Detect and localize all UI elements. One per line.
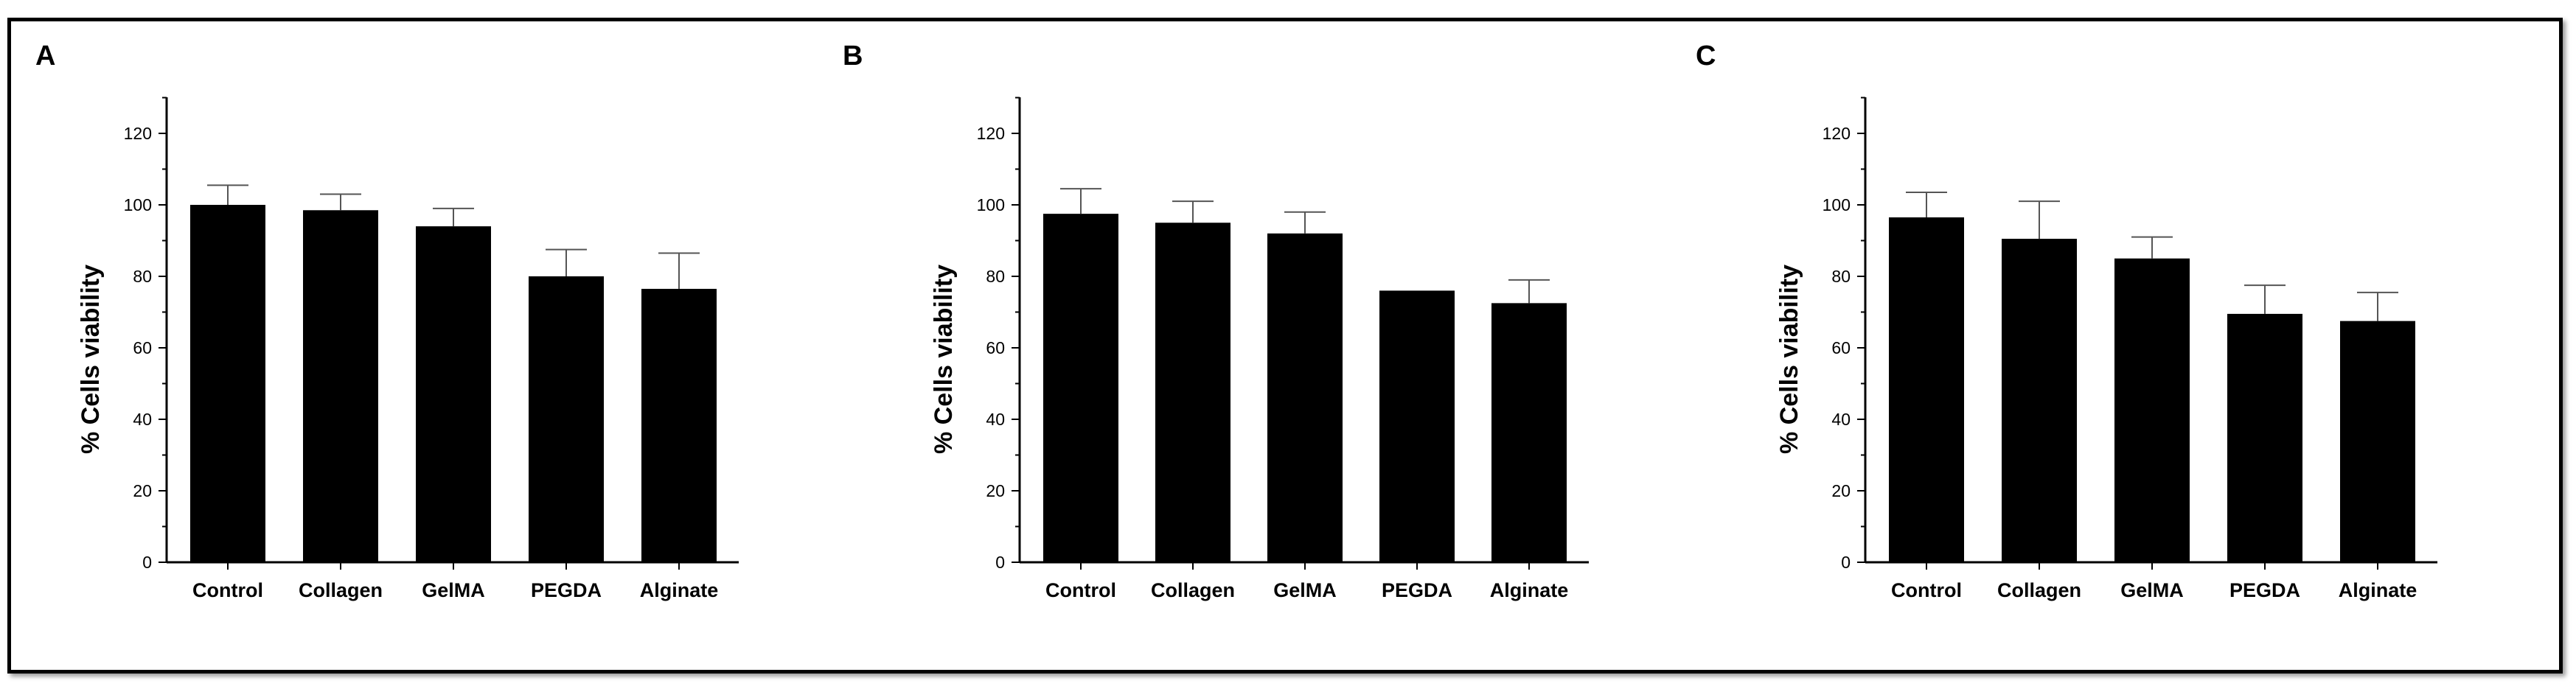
bar-collagen [1155, 223, 1230, 562]
x-tick-label: Alginate [640, 579, 719, 601]
y-tick-label: 120 [977, 124, 1005, 143]
x-tick-label: Control [192, 579, 263, 601]
y-tick-label: 0 [995, 553, 1005, 572]
y-tick-label: 0 [1841, 553, 1851, 572]
y-tick-label: 40 [986, 410, 1005, 429]
y-tick-label: 60 [986, 338, 1005, 357]
y-tick-label: 20 [986, 481, 1005, 500]
bar-alginate [2340, 321, 2415, 562]
x-tick-label: GelMA [422, 579, 485, 601]
y-tick-label: 80 [133, 267, 152, 286]
figure-frame [7, 18, 2563, 674]
x-tick-label: PEGDA [2229, 579, 2300, 601]
bar-alginate [1491, 303, 1567, 562]
bar-alginate [641, 288, 717, 562]
y-tick-label: 60 [133, 338, 152, 357]
y-tick-label: 100 [1823, 195, 1851, 214]
bar-gelma [416, 226, 491, 562]
y-tick-label: 40 [1831, 410, 1851, 429]
bar-collagen [2002, 239, 2077, 562]
y-tick-label: 40 [133, 410, 152, 429]
x-tick-label: PEGDA [531, 579, 602, 601]
y-tick-label: 20 [1831, 481, 1851, 500]
panel-label: A [35, 41, 55, 71]
bar-gelma [2114, 258, 2190, 562]
panel-label: C [1696, 41, 1716, 71]
x-tick-label: Collagen [1151, 579, 1235, 601]
bar-pegda [1379, 290, 1455, 562]
bar-control [190, 205, 265, 562]
x-tick-label: Alginate [1490, 579, 1569, 601]
bar-gelma [1267, 233, 1343, 562]
bar-control [1043, 214, 1118, 562]
y-tick-label: 80 [1831, 267, 1851, 286]
x-tick-label: GelMA [2120, 579, 2184, 601]
chart-panel-c: C 0 20 40 60 80 100 120 % Cells viability Control… [1696, 41, 2437, 601]
x-tick-label: Control [1891, 579, 1962, 601]
x-tick-label: Alginate [2339, 579, 2417, 601]
y-tick-label: 80 [986, 267, 1005, 286]
x-tick-label: Collagen [1997, 579, 2081, 601]
bar-pegda [529, 276, 604, 562]
chart-panel-a: A 0 20 40 60 80 100 120 % Cells viability Control… [35, 41, 739, 601]
y-tick-label: 100 [977, 195, 1005, 214]
y-axis-title: % Cells viability [1775, 265, 1803, 454]
y-axis-title: % Cells viability [930, 265, 958, 454]
bar-pegda [2227, 313, 2302, 562]
chart-panel-b: B 0 20 40 60 80 100 120 % Cells viability Control… [843, 41, 1589, 601]
x-tick-label: Control [1045, 579, 1116, 601]
x-tick-label: Collagen [299, 579, 383, 601]
bar-collagen [303, 210, 378, 562]
y-axis-title: % Cells viability [77, 265, 105, 454]
y-tick-label: 120 [124, 124, 152, 143]
y-tick-label: 100 [124, 195, 152, 214]
bar-control [1889, 217, 1964, 562]
y-tick-label: 20 [133, 481, 152, 500]
x-tick-label: PEGDA [1382, 579, 1452, 601]
y-tick-label: 0 [142, 553, 152, 572]
y-tick-label: 120 [1823, 124, 1851, 143]
panel-label: B [843, 41, 863, 71]
x-tick-label: GelMA [1273, 579, 1337, 601]
y-tick-label: 60 [1831, 338, 1851, 357]
